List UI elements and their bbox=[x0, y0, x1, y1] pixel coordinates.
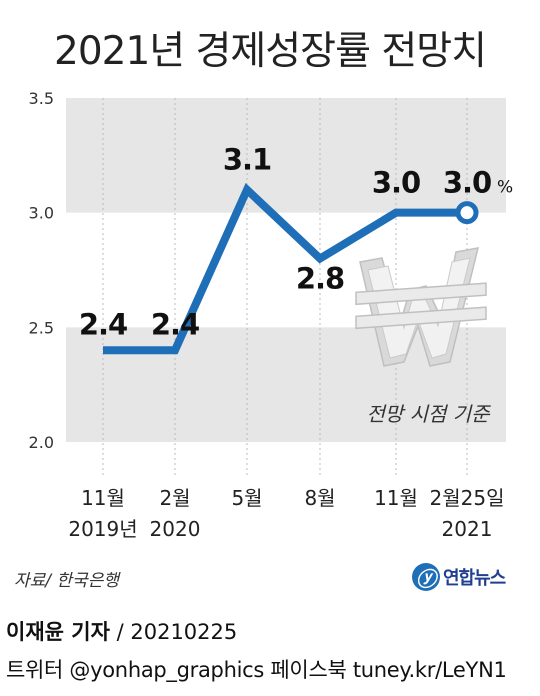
source-label: 자료/ 한국은행 bbox=[14, 571, 119, 591]
credit-line: 이재윤 기자 / 20210225 bbox=[6, 616, 237, 646]
yonhap-logo: ⓨ 연합뉴스 bbox=[412, 562, 506, 592]
reporter-name: 이재윤 기자 bbox=[6, 620, 110, 644]
grid-band bbox=[66, 98, 506, 213]
x-tick-sublabel: 2021 bbox=[442, 517, 493, 541]
x-tick-sublabel: 2020 bbox=[150, 517, 201, 541]
chart-title: 2021년 경제성장률 전망치 bbox=[54, 29, 487, 74]
unit-label: % bbox=[497, 178, 513, 198]
won-symbol-icon bbox=[355, 247, 487, 367]
x-tick-label: 2월 bbox=[159, 486, 190, 510]
x-tick-label: 5월 bbox=[231, 486, 262, 510]
data-label: 2.8 bbox=[296, 262, 344, 296]
data-point bbox=[455, 201, 479, 225]
x-tick-label: 8월 bbox=[304, 486, 335, 510]
footer: 이재윤 기자 / 20210225 트위터 @yonhap_graphics 페… bbox=[0, 608, 540, 696]
y-tick-label: 2.0 bbox=[29, 433, 54, 452]
credit-date: 20210225 bbox=[130, 620, 238, 644]
chart-panel: 2021년 경제성장률 전망치 3.5 3.0 2.5 2.0 전망 시점 기준 2.… bbox=[14, 29, 514, 592]
social-line: 트위터 @yonhap_graphics 페이스북 tuney.kr/LeYN1 bbox=[6, 658, 507, 682]
x-tick-label: 11월 bbox=[81, 486, 125, 510]
y-tick-label: 2.5 bbox=[29, 318, 54, 337]
x-axis-labels: 11월 2019년 2월 2020 5월 8월 11월 2월25일 2021 bbox=[68, 486, 504, 541]
background-bands bbox=[66, 98, 506, 442]
yonhap-logo-text: 연합뉴스 bbox=[443, 568, 506, 589]
x-tick-sublabel: 2019년 bbox=[68, 517, 137, 541]
data-label: 2.4 bbox=[79, 307, 127, 341]
annotation-label: 전망 시점 기준 bbox=[366, 402, 491, 426]
y-tick-label: 3.5 bbox=[29, 89, 54, 108]
data-label: 3.0 bbox=[372, 166, 420, 200]
y-axis: 3.5 3.0 2.5 2.0 bbox=[29, 89, 54, 452]
data-label: 2.4 bbox=[151, 307, 199, 341]
credit-separator: / bbox=[109, 620, 131, 644]
x-tick-label: 11월 bbox=[374, 486, 418, 510]
data-label: 3.0 bbox=[443, 166, 491, 200]
y-tick-label: 3.0 bbox=[29, 204, 54, 223]
data-points bbox=[455, 201, 479, 225]
x-tick-label: 2월25일 bbox=[430, 486, 505, 510]
data-labels: 2.4 2.4 3.1 2.8 3.0 3.0% bbox=[79, 143, 513, 342]
data-label: 3.1 bbox=[223, 143, 271, 177]
line-chart: 3.5 3.0 2.5 2.0 전망 시점 기준 2.4 2.4 3.1 2.8 3.0 3.0… bbox=[29, 89, 514, 541]
series-line bbox=[103, 182, 467, 355]
yonhap-logo-icon: ⓨ bbox=[412, 563, 440, 591]
